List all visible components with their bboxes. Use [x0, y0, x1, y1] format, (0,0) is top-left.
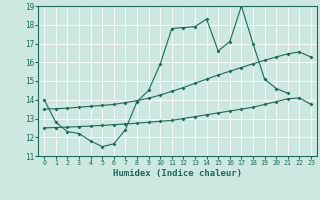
X-axis label: Humidex (Indice chaleur): Humidex (Indice chaleur) [113, 169, 242, 178]
